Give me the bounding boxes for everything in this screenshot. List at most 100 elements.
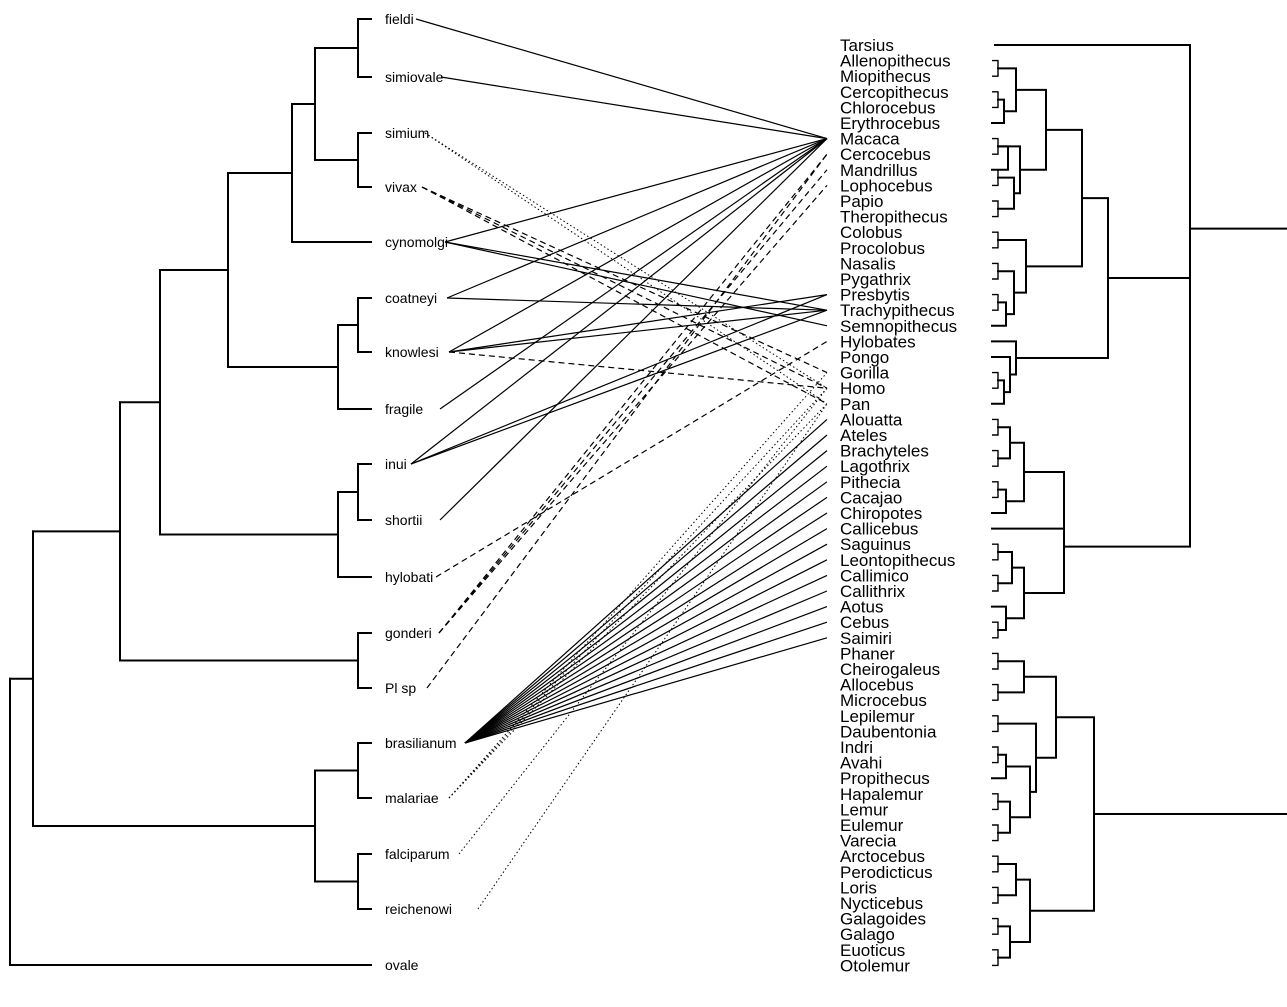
host-labels: TarsiusAllenopithecusMiopithecusCercopit… [840, 36, 957, 975]
host-label-homo: Homo [840, 379, 885, 398]
host-label-galagoides: Galagoides [840, 910, 926, 929]
link-brasilianum-saimiri [464, 637, 828, 744]
host-label-propithecus: Propithecus [840, 769, 930, 788]
link-gonderi-mandrillus [438, 169, 828, 634]
parasite-label-inui: inui [385, 456, 407, 472]
link-brasilianum-leontopithecus [464, 559, 828, 744]
host-label-chlorocebus: Chlorocebus [840, 98, 935, 117]
host-node-haplorhini [994, 44, 1191, 414]
link-brasilianum-ateles [464, 434, 828, 744]
link-inui-trachypithecus [410, 309, 828, 465]
link-fragile-macaca [439, 138, 828, 410]
host-node-anthropoidea [1063, 277, 1191, 548]
host-label-galago: Galago [840, 925, 895, 944]
link-malariae-pan [448, 403, 828, 799]
host-node-hom-c [991, 356, 1011, 394]
link-malariae-gorilla [448, 372, 828, 799]
parasite-label-vivax: vivax [385, 179, 417, 195]
host-label-hylobates: Hylobates [840, 332, 916, 351]
host-node-cercopithecidae [1025, 128, 1083, 268]
host-label-leontopithecus: Leontopithecus [840, 551, 955, 570]
host-label-callithrix: Callithrix [840, 582, 906, 601]
link-knowlesi-macaca [448, 138, 828, 353]
host-label-daubentonia: Daubentonia [840, 722, 937, 741]
host-node-atelidae [991, 471, 1065, 530]
parasite-label-cynomolgi: cynomolgi [385, 234, 448, 250]
host-label-arctocebus: Arctocebus [840, 847, 925, 866]
host-label-papio: Papio [840, 192, 883, 211]
host-label-indri: Indri [840, 738, 873, 757]
host-label-tarsius: Tarsius [840, 36, 894, 55]
host-node-galagidae [997, 925, 1011, 959]
host-label-varecia: Varecia [840, 832, 897, 851]
link-cynomolgi-trachypithecus [444, 241, 828, 311]
host-label-saguinus: Saguinus [840, 535, 911, 554]
host-label-pongo: Pongo [840, 348, 889, 367]
link-brasilianum-callimico [464, 574, 828, 744]
host-label-trachypithecus: Trachypithecus [840, 301, 955, 320]
parasite-label-malariae: malariae [385, 790, 439, 806]
host-label-miopithecus: Miopithecus [840, 67, 931, 86]
link-brasilianum-lagothrix [464, 465, 828, 744]
host-tree [991, 44, 1287, 967]
link-pl-sp-cercocebus [426, 153, 828, 689]
host-label-aotus: Aotus [840, 598, 883, 617]
host-label-theropithecus: Theropithecus [840, 208, 948, 227]
link-coatneyi-macaca [446, 138, 828, 299]
host-label-alouatta: Alouatta [840, 410, 903, 429]
host-label-hapalemur: Hapalemur [840, 785, 923, 804]
host-label-perodicticus: Perodicticus [840, 863, 933, 882]
parasite-tree [9, 18, 372, 966]
parasite-label-fragile: fragile [385, 401, 423, 417]
host-node-catarrhini [1015, 197, 1109, 359]
parasite-label-knowlesi: knowlesi [385, 344, 439, 360]
link-knowlesi-presbytis [448, 294, 828, 353]
host-label-saimiri: Saimiri [840, 629, 892, 648]
host-node-atel-pith [1005, 441, 1025, 503]
parasite-label-shortii: shortii [385, 512, 422, 528]
host-label-microcebus: Microcebus [840, 691, 927, 710]
host-label-cebus: Cebus [840, 613, 889, 632]
link-inui-macaca [410, 138, 828, 465]
link-brasilianum-saguinus [464, 543, 828, 744]
parasite-label-reichenowi: reichenowi [385, 901, 452, 917]
link-brasilianum-alouatta [464, 418, 828, 744]
host-label-cacajao: Cacajao [840, 488, 902, 507]
host-node-lemuriformes [1023, 675, 1057, 759]
host-label-gorilla: Gorilla [840, 364, 890, 383]
host-node-strepsirrhini [1029, 716, 1095, 912]
host-node-callitrichidae [997, 551, 1013, 585]
parasite-label-hylobati: hylobati [385, 569, 433, 585]
link-coatneyi-trachypithecus [446, 297, 828, 311]
host-node-colobinae [997, 239, 1027, 294]
link-brasilianum-cacajao [464, 496, 828, 744]
host-label-chiropotes: Chiropotes [840, 504, 922, 523]
host-node-cebidae-a [991, 605, 1007, 631]
link-vivax-gorilla [421, 186, 828, 374]
parasite-label-ovale: ovale [385, 957, 419, 973]
host-label-lophocebus: Lophocebus [840, 176, 933, 195]
host-node-pap-b [997, 176, 1015, 210]
link-simiovale-macaca [440, 76, 828, 140]
host-label-macaca: Macaca [840, 130, 900, 149]
host-label-semnopithecus: Semnopithecus [840, 317, 957, 336]
link-falciparum-homo [458, 387, 828, 855]
host-label-colobus: Colobus [840, 223, 902, 242]
parasite-label-brasilianum: brasilianum [385, 735, 457, 751]
host-label-lemur: Lemur [840, 800, 889, 819]
host-label-cheirogaleus: Cheirogaleus [840, 660, 940, 679]
host-label-erythrocebus: Erythrocebus [840, 114, 940, 133]
host-label-loris: Loris [840, 878, 877, 897]
host-node-pitheciidae [991, 488, 1007, 514]
host-label-pygathrix: Pygathrix [840, 270, 911, 289]
link-simium-pan [424, 132, 828, 405]
host-label-nycticebus: Nycticebus [840, 894, 923, 913]
host-node-cercopithecini [997, 67, 1017, 113]
host-label-otolemur: Otolemur [840, 956, 910, 975]
link-inui-presbytis [410, 294, 828, 465]
host-label-pithecia: Pithecia [840, 473, 901, 492]
link-knowlesi-homo [448, 351, 828, 389]
link-hylobati-hylobates [435, 340, 828, 578]
host-label-phaner: Phaner [840, 644, 895, 663]
